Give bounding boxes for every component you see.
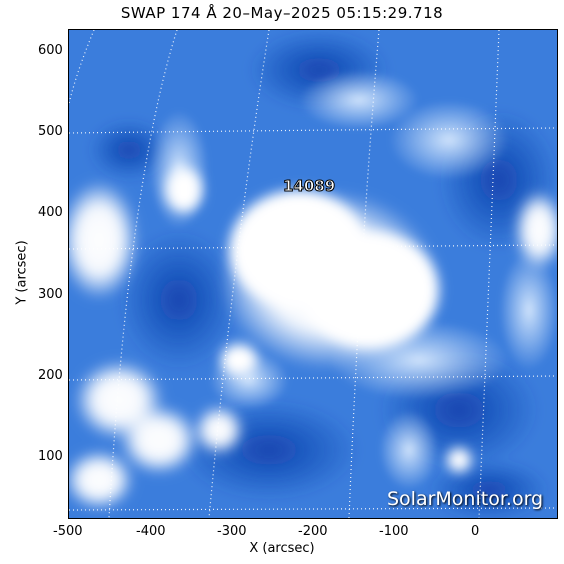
solar-image xyxy=(69,30,557,518)
x-tick-label: -300 xyxy=(217,524,247,539)
x-tick-label: -400 xyxy=(136,524,166,539)
image-title: SWAP 174 Å 20–May–2025 05:15:29.718 xyxy=(120,4,444,22)
x-tick-label: -500 xyxy=(53,524,83,539)
solar-image-plot: 14089 SolarMonitor.org xyxy=(68,29,558,519)
watermark-text: SolarMonitor.org xyxy=(387,488,544,510)
x-axis-label: X (arcsec) xyxy=(249,541,315,556)
active-region-label: 14089 xyxy=(282,177,336,196)
x-tick-label: -100 xyxy=(379,524,409,539)
x-tick-label: 0 xyxy=(471,524,480,539)
y-tick-label: 300 xyxy=(38,287,63,302)
y-tick-label: 600 xyxy=(38,43,63,58)
y-tick-label: 500 xyxy=(38,124,63,139)
y-tick-label: 200 xyxy=(38,368,63,383)
y-tick-label: 400 xyxy=(38,205,63,220)
y-tick-label: 100 xyxy=(38,449,63,464)
x-tick-label: -200 xyxy=(298,524,328,539)
y-axis-label: Y (arcsec) xyxy=(14,240,30,305)
